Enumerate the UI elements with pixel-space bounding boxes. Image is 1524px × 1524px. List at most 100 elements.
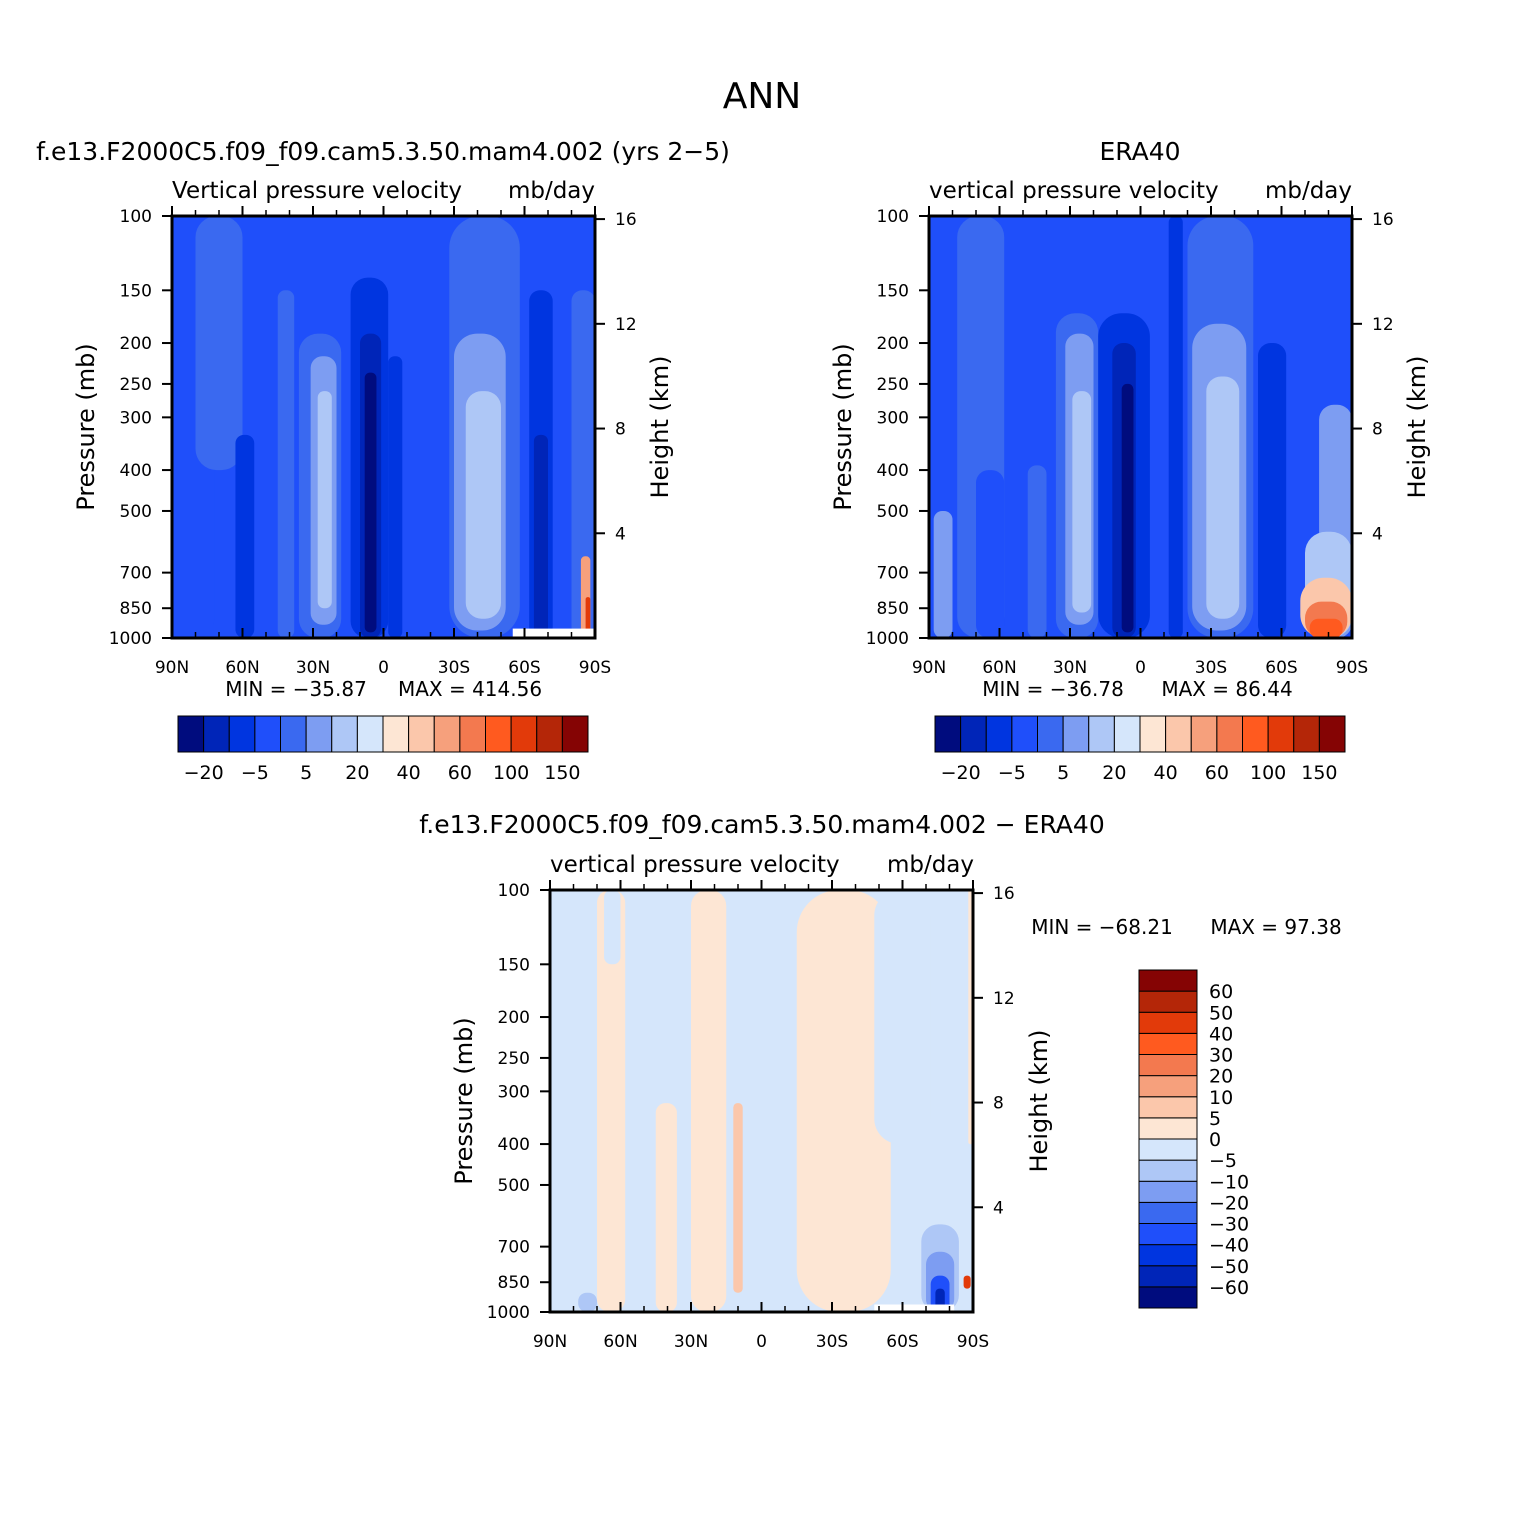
panel-diff: f.e13.F2000C5.f09_f09.cam5.3.50.mam4.002… xyxy=(419,810,1341,1352)
panel-model-plot-area: 90N 60N 30N 0 30S 60S 90S 100 150 200 250 300 400 500… xyxy=(109,206,637,678)
x-tick-label: 30S xyxy=(816,1332,848,1352)
colorbar-swatch xyxy=(459,715,486,753)
contour-region xyxy=(571,290,595,638)
panel-diff-ylabel: Pressure (mb) xyxy=(450,1017,478,1184)
y-tick-label: 200 xyxy=(877,334,909,354)
panel-obs-colorbar: −20 −5 5 20 40 60 100 150 xyxy=(934,715,1346,784)
y-tick-label: 300 xyxy=(498,1082,530,1102)
height-tick-label: 12 xyxy=(615,315,637,335)
y-tick-label: 700 xyxy=(877,564,909,584)
y-tick-label: 400 xyxy=(877,461,909,481)
colorbar-swatch xyxy=(1138,1265,1198,1288)
colorbar-swatch xyxy=(1138,1096,1198,1119)
panel-obs-ylabel-right: Height (km) xyxy=(1403,356,1431,499)
colorbar-label: 0 xyxy=(1209,1129,1221,1151)
colorbar-label: 20 xyxy=(345,762,369,784)
y-tick-label: 500 xyxy=(877,502,909,522)
x-tick-label: 30S xyxy=(1195,658,1227,678)
colorbar-label: 100 xyxy=(1250,762,1286,784)
contour-region xyxy=(1168,216,1183,638)
colorbar-swatch xyxy=(1318,715,1346,753)
panel-model-ylabel: Pressure (mb) xyxy=(72,343,100,510)
height-tick-label: 4 xyxy=(1372,524,1383,544)
colorbar-label: 40 xyxy=(1209,1023,1233,1045)
y-tick-label: 850 xyxy=(498,1273,530,1293)
colorbar-label: −50 xyxy=(1209,1256,1249,1278)
y-tick-label: 100 xyxy=(120,207,152,227)
colorbar-swatch xyxy=(1138,1201,1198,1224)
colorbar-swatch xyxy=(1138,1032,1198,1055)
colorbar-label: 20 xyxy=(1209,1066,1233,1088)
colorbar-swatch xyxy=(1138,1138,1198,1161)
colorbar-swatch xyxy=(1190,715,1218,753)
colorbar-label: 5 xyxy=(300,762,312,784)
panel-diff-max-label: MAX = 97.38 xyxy=(1210,915,1341,939)
contour-region xyxy=(235,434,255,638)
y-tick-label: 150 xyxy=(120,281,152,301)
contour-region xyxy=(195,216,243,471)
y-tick-label: 200 xyxy=(498,1008,530,1028)
colorbar-label: 60 xyxy=(1205,762,1229,784)
colorbar-label: −20 xyxy=(1209,1192,1249,1214)
panel-model-max-label: MAX = 414.56 xyxy=(398,677,542,701)
contour-region xyxy=(1027,465,1047,638)
colorbar-swatch xyxy=(536,715,563,753)
colorbar-label: −20 xyxy=(184,762,224,784)
y-tick-label: 150 xyxy=(498,955,530,975)
panel-diff-subtitle-left: vertical pressure velocity xyxy=(550,852,840,878)
y-tick-label: 500 xyxy=(498,1176,530,1196)
panel-obs-max-label: MAX = 86.44 xyxy=(1161,677,1292,701)
height-tick-label: 16 xyxy=(615,210,637,230)
x-tick-label: 0 xyxy=(378,658,389,678)
y-tick-label: 850 xyxy=(877,599,909,619)
panel-obs-min-label: MIN = −36.78 xyxy=(982,677,1124,701)
height-tick-label: 12 xyxy=(993,989,1015,1009)
contour-region xyxy=(963,1275,971,1289)
colorbar-label: −5 xyxy=(241,762,269,784)
panel-diff-ylabel-right: Height (km) xyxy=(1025,1030,1053,1173)
colorbar-swatch xyxy=(1165,715,1192,753)
x-tick-label: 30S xyxy=(438,658,470,678)
y-tick-label: 1000 xyxy=(487,1303,530,1323)
y-tick-label: 1000 xyxy=(109,629,152,649)
colorbar-label: 60 xyxy=(1209,981,1233,1003)
contour-region xyxy=(1121,383,1134,633)
panel-obs-ylabel: Pressure (mb) xyxy=(829,343,857,510)
colorbar-label: 40 xyxy=(397,762,421,784)
colorbar-label: 150 xyxy=(544,762,580,784)
colorbar-swatch xyxy=(1138,1117,1198,1140)
x-tick-label: 90N xyxy=(155,658,189,678)
x-tick-label: 90S xyxy=(1336,658,1368,678)
colorbar-swatch xyxy=(356,715,384,753)
colorbar-swatch xyxy=(305,715,333,753)
panel-diff-plot-area: 90N 60N 30N 0 30S 60S 90S 100 150 200 250 300 400 500… xyxy=(487,880,1015,1352)
y-tick-label: 250 xyxy=(877,375,909,395)
colorbar-swatch xyxy=(1113,715,1141,753)
height-tick-label: 8 xyxy=(615,420,626,440)
contour-region xyxy=(1258,343,1287,638)
y-tick-label: 250 xyxy=(498,1049,530,1069)
missing-data-region xyxy=(874,1304,955,1312)
height-tick-label: 4 xyxy=(615,524,626,544)
panel-model-title: f.e13.F2000C5.f09_f09.cam5.3.50.mam4.002… xyxy=(36,137,730,166)
colorbar-swatch xyxy=(960,715,987,753)
colorbar-label: 30 xyxy=(1209,1045,1233,1067)
colorbar-swatch xyxy=(1138,1011,1198,1034)
colorbar-label: −30 xyxy=(1209,1214,1249,1236)
x-tick-label: 30N xyxy=(674,1332,708,1352)
contour-region xyxy=(655,1103,677,1312)
y-tick-label: 1000 xyxy=(866,629,909,649)
colorbar-swatch xyxy=(1138,1054,1198,1077)
contour-region xyxy=(874,890,931,1145)
colorbar-swatch xyxy=(1242,715,1269,753)
colorbar-swatch xyxy=(254,715,281,753)
panel-model-colorbar: −20 −5 5 20 40 60 100 150 xyxy=(177,715,589,784)
x-tick-label: 0 xyxy=(1135,658,1146,678)
x-tick-label: 90N xyxy=(533,1332,567,1352)
panel-obs-subtitle-left: vertical pressure velocity xyxy=(929,178,1219,204)
x-tick-label: 60N xyxy=(982,658,1016,678)
contour-region xyxy=(317,391,332,609)
contour-region xyxy=(733,1103,743,1293)
panel-model-ylabel-right: Height (km) xyxy=(646,356,674,499)
colorbar-swatch xyxy=(1088,715,1115,753)
